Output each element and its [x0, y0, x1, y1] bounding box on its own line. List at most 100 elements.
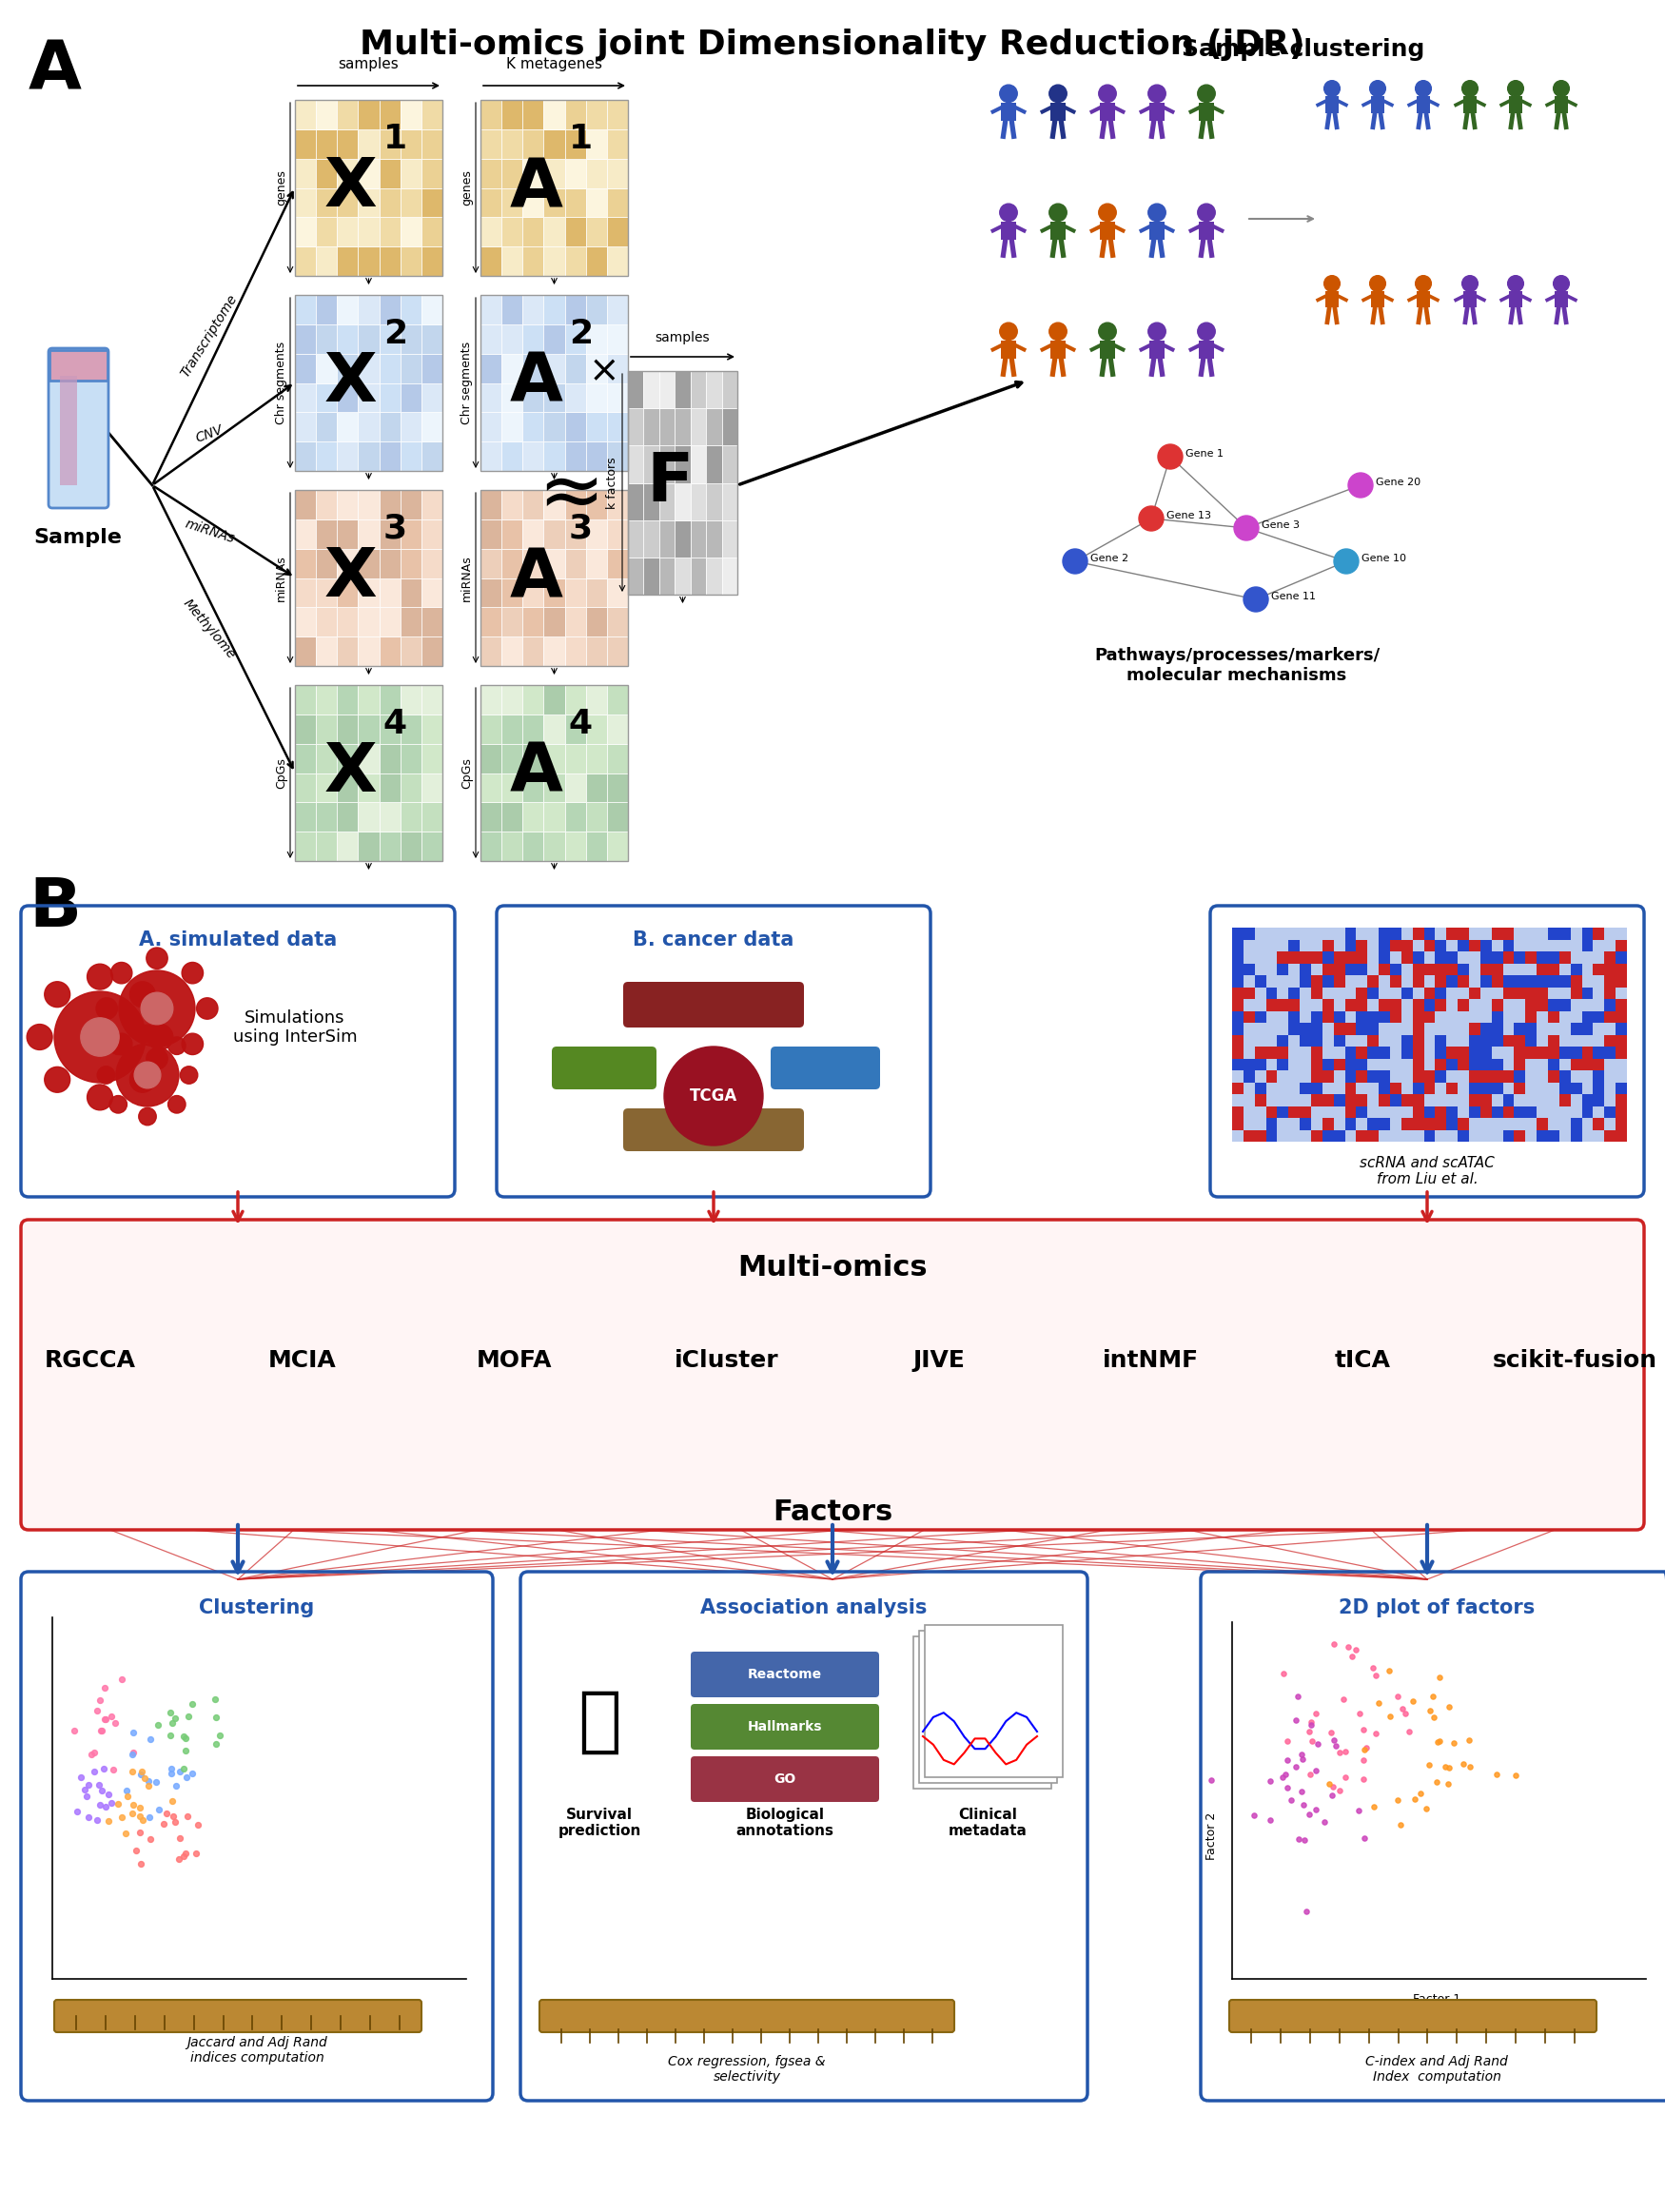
Bar — [1593, 951, 1605, 962]
Bar — [1149, 221, 1164, 239]
Text: Pathways/processes/markers/
molecular mechanisms: Pathways/processes/markers/ molecular me… — [1094, 646, 1380, 684]
Point — [201, 1681, 228, 1717]
Bar — [1310, 1082, 1322, 1095]
Bar — [501, 832, 523, 860]
Bar — [1513, 1000, 1525, 1011]
Bar — [481, 294, 501, 325]
Bar — [295, 608, 316, 637]
Bar — [1537, 1022, 1548, 1035]
Bar — [1345, 1082, 1357, 1095]
Bar — [674, 482, 691, 520]
Text: A: A — [509, 349, 563, 416]
Bar — [1459, 1035, 1469, 1046]
Bar — [523, 637, 544, 666]
Bar — [523, 128, 544, 159]
Point — [1384, 1783, 1410, 1818]
Bar — [544, 832, 564, 860]
Bar — [481, 686, 628, 860]
Bar — [586, 411, 606, 442]
Point — [1315, 1765, 1342, 1801]
Bar — [1480, 975, 1492, 987]
Bar — [1300, 1095, 1310, 1106]
Bar — [1548, 1011, 1558, 1022]
Point — [128, 1756, 155, 1792]
Bar — [1582, 951, 1593, 962]
Bar — [1277, 927, 1289, 940]
Circle shape — [1508, 80, 1523, 97]
Bar — [544, 549, 564, 577]
Bar — [523, 520, 544, 549]
Circle shape — [1049, 84, 1067, 102]
Bar — [523, 608, 544, 637]
Point — [1290, 1823, 1317, 1858]
Bar — [1503, 1057, 1513, 1071]
Bar — [1424, 940, 1435, 951]
Bar — [1244, 1057, 1255, 1071]
Bar — [295, 100, 316, 128]
Bar — [1548, 940, 1558, 951]
Bar — [1615, 1117, 1627, 1130]
Circle shape — [1099, 204, 1116, 221]
Bar — [1469, 1057, 1480, 1071]
Bar — [1101, 341, 1116, 358]
Bar — [1513, 1071, 1525, 1082]
Bar — [481, 442, 501, 471]
Bar — [606, 549, 628, 577]
Bar — [336, 188, 358, 217]
Bar — [1334, 1057, 1345, 1071]
Bar — [1345, 975, 1357, 987]
Point — [166, 1754, 193, 1790]
Bar — [544, 743, 564, 772]
Bar — [1469, 975, 1480, 987]
Point — [1347, 1697, 1374, 1732]
Bar — [380, 411, 400, 442]
Point — [80, 1734, 107, 1770]
Bar — [606, 128, 628, 159]
Bar — [1558, 940, 1570, 951]
Point — [1392, 1697, 1419, 1732]
Bar — [1464, 97, 1477, 113]
Bar — [295, 159, 316, 188]
Point — [100, 1752, 127, 1787]
Bar — [421, 128, 443, 159]
Bar — [1615, 940, 1627, 951]
Text: Jaccard and Adj Rand
indices computation: Jaccard and Adj Rand indices computation — [186, 2035, 326, 2064]
Bar — [1582, 1082, 1593, 1095]
Bar — [1605, 975, 1615, 987]
Bar — [586, 217, 606, 246]
Bar — [1459, 1011, 1469, 1022]
Bar — [1001, 221, 1016, 239]
Text: Factor 2: Factor 2 — [1205, 1812, 1217, 1860]
Bar — [1357, 1011, 1367, 1022]
Bar — [1435, 1057, 1447, 1071]
Bar — [564, 442, 586, 471]
Bar — [606, 217, 628, 246]
Point — [1362, 1717, 1389, 1752]
Bar — [1325, 97, 1339, 113]
Circle shape — [1149, 204, 1166, 221]
Bar — [706, 445, 721, 482]
Bar — [1615, 1082, 1627, 1095]
Bar — [1605, 987, 1615, 1000]
Bar — [1615, 987, 1627, 1000]
Bar — [1424, 962, 1435, 975]
Bar — [1379, 927, 1390, 940]
Bar — [1277, 1057, 1289, 1071]
Bar — [1525, 1106, 1537, 1117]
Bar — [1537, 1117, 1548, 1130]
Bar — [1558, 1011, 1570, 1022]
Point — [1240, 1798, 1267, 1834]
Point — [87, 1712, 113, 1747]
Bar — [1322, 1000, 1334, 1011]
Bar — [1300, 940, 1310, 951]
Bar — [295, 100, 443, 276]
Text: Methylome: Methylome — [673, 1157, 754, 1170]
Point — [93, 1790, 120, 1825]
Bar — [421, 772, 443, 803]
Text: Multi-omics: Multi-omics — [738, 1254, 927, 1281]
Bar — [586, 608, 606, 637]
Bar — [1480, 1022, 1492, 1035]
Bar — [1300, 927, 1310, 940]
Bar — [421, 743, 443, 772]
Point — [1359, 1650, 1385, 1686]
